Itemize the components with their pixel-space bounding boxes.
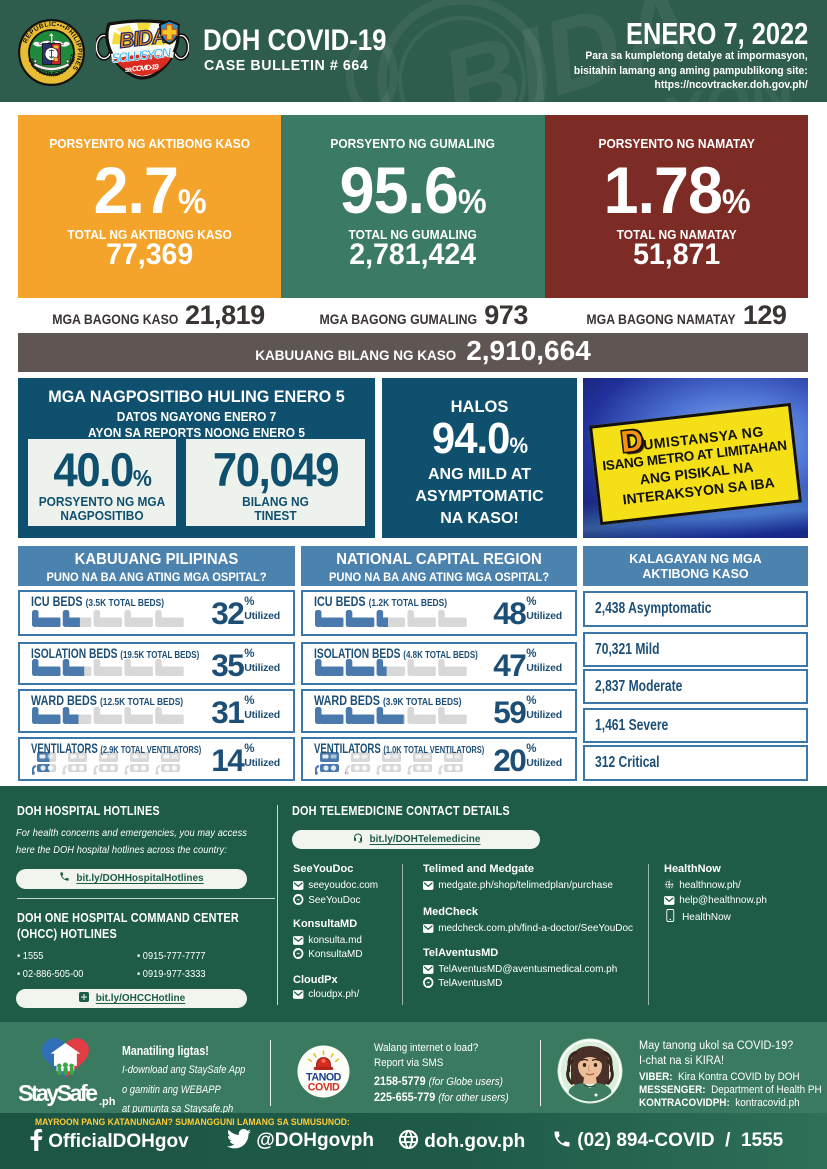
svg-text:TANOD: TANOD xyxy=(306,1071,342,1083)
svg-text:SOLUSYON: SOLUSYON xyxy=(111,45,172,66)
svg-text:StaySafe: StaySafe xyxy=(18,1080,98,1106)
svg-text:COVID: COVID xyxy=(308,1082,340,1094)
svg-text:sa COVID-19: sa COVID-19 xyxy=(124,62,159,74)
svg-text:.ph: .ph xyxy=(99,1096,116,1108)
